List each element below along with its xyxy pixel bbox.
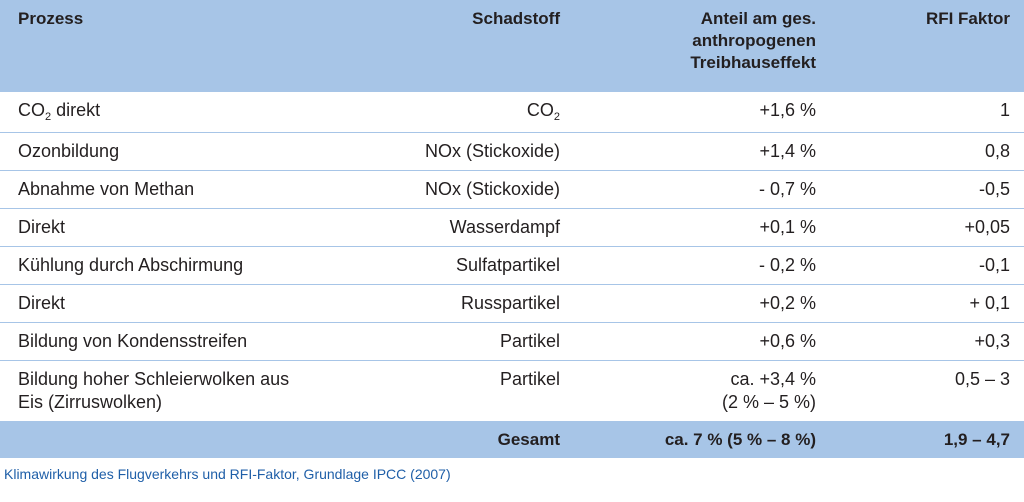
table-row: Direkt Wasserdampf +0,1 % +0,05	[0, 208, 1024, 247]
prozess-rest-text: direkt	[51, 100, 101, 120]
cell-prozess: CO2 direkt	[0, 92, 348, 133]
header-rfi: RFI Faktor	[925, 9, 1010, 28]
prozess-line-2: Eis (Zirruswolken)	[18, 392, 163, 412]
co2-subscript: 2	[553, 111, 560, 123]
cell-schadstoff: CO2	[348, 92, 574, 133]
cell-prozess: Direkt	[0, 208, 348, 247]
cell-schadstoff: Partikel	[348, 322, 574, 361]
cell-rfi: 0,8	[830, 132, 1024, 171]
header-anteil-line-1: Anteil am ges.	[700, 9, 816, 28]
header-row: Prozess Schadstoff Anteil am ges. anthro…	[0, 0, 1024, 92]
anteil-line-2: (2 % – 5 %)	[721, 392, 816, 412]
total-anteil: ca. 7 % (5 % – 8 %)	[664, 429, 816, 449]
cell-anteil: - 0,2 %	[574, 246, 830, 285]
cell-anteil: +0,1 %	[574, 208, 830, 247]
cell-prozess: Bildung hoher Schleierwolken aus Eis (Zi…	[0, 360, 348, 421]
cell-schadstoff: NOx (Stickoxide)	[348, 132, 574, 171]
total-rfi: 1,9 – 4,7	[943, 429, 1010, 449]
header-anteil-line-2: anthropogenen	[692, 31, 816, 50]
total-label: Gesamt	[497, 429, 560, 449]
header-schadstoff: Schadstoff	[472, 9, 560, 28]
cell-schadstoff: Sulfatpartikel	[348, 246, 574, 285]
header-anteil-line-3: Treibhauseffekt	[690, 53, 816, 72]
anteil-line-1: ca. +3,4 %	[730, 369, 816, 389]
cell-rfi: 0,5 – 3	[830, 360, 1024, 421]
total-row: Gesamt ca. 7 % (5 % – 8 %) 1,9 – 4,7	[0, 421, 1024, 458]
cell-anteil: - 0,7 %	[574, 170, 830, 209]
cell-prozess: Ozonbildung	[0, 132, 348, 171]
cell-rfi: + 0,1	[830, 284, 1024, 323]
cell-schadstoff: Russpartikel	[348, 284, 574, 323]
cell-rfi: +0,05	[830, 208, 1024, 247]
table-row: Abnahme von Methan NOx (Stickoxide) - 0,…	[0, 170, 1024, 209]
cell-prozess: Kühlung durch Abschirmung	[0, 246, 348, 285]
cell-anteil: ca. +3,4 % (2 % – 5 %)	[574, 360, 830, 421]
cell-schadstoff: Partikel	[348, 360, 574, 421]
cell-prozess: Direkt	[0, 284, 348, 323]
table-row: Kühlung durch Abschirmung Sulfatpartikel…	[0, 246, 1024, 285]
cell-anteil: +0,2 %	[574, 284, 830, 323]
co2-text: CO	[18, 100, 45, 120]
table-row: Bildung hoher Schleierwolken aus Eis (Zi…	[0, 360, 1024, 421]
table-row: Direkt Russpartikel +0,2 % + 0,1	[0, 284, 1024, 323]
cell-anteil: +1,6 %	[759, 100, 816, 120]
cell-schadstoff: Wasserdampf	[348, 208, 574, 247]
cell-rfi: +0,3	[830, 322, 1024, 361]
cell-prozess: Abnahme von Methan	[0, 170, 348, 209]
cell-anteil: +0,6 %	[574, 322, 830, 361]
header-anteil: Anteil am ges. anthropogenen Treibhausef…	[574, 0, 830, 92]
table-row: Bildung von Kondensstreifen Partikel +0,…	[0, 322, 1024, 361]
table-row: Ozonbildung NOx (Stickoxide) +1,4 % 0,8	[0, 132, 1024, 171]
co2-subscript: 2	[45, 111, 52, 123]
cell-rfi: -0,1	[830, 246, 1024, 285]
cell-rfi: 1	[999, 100, 1010, 120]
cell-schadstoff: NOx (Stickoxide)	[348, 170, 574, 209]
table-caption: Klimawirkung des Flugverkehrs und RFI-Fa…	[4, 466, 451, 482]
cell-prozess: Bildung von Kondensstreifen	[0, 322, 348, 361]
total-empty-cell	[0, 421, 348, 458]
table-row: CO2 direkt CO2 +1,6 % 1	[0, 92, 1024, 133]
cell-rfi: -0,5	[830, 170, 1024, 209]
cell-anteil: +1,4 %	[574, 132, 830, 171]
prozess-line-1: Bildung hoher Schleierwolken aus	[18, 369, 290, 389]
rfi-table: Prozess Schadstoff Anteil am ges. anthro…	[0, 0, 1024, 458]
header-prozess: Prozess	[18, 9, 84, 28]
co2-text: CO	[526, 100, 554, 120]
